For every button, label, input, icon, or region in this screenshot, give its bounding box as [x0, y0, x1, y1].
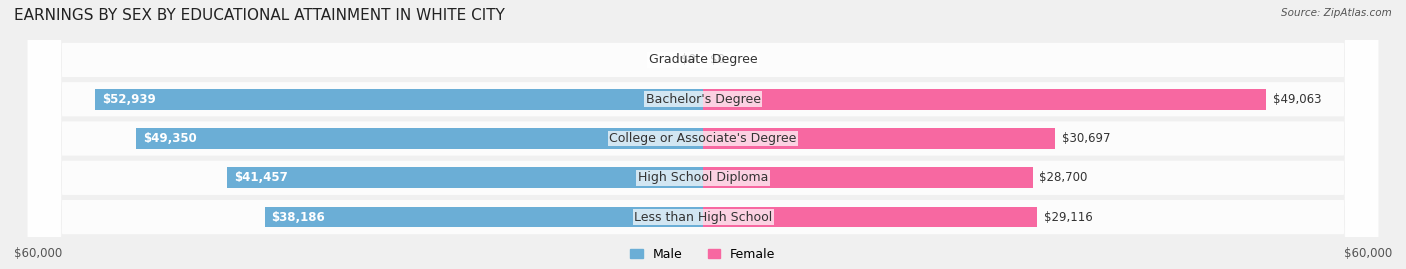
Bar: [703, 89, 1267, 109]
Bar: [703, 207, 1038, 227]
Text: Source: ZipAtlas.com: Source: ZipAtlas.com: [1281, 8, 1392, 18]
Text: $52,939: $52,939: [103, 93, 156, 106]
Text: College or Associate's Degree: College or Associate's Degree: [609, 132, 797, 145]
Text: $0: $0: [682, 54, 696, 66]
Legend: Male, Female: Male, Female: [626, 243, 780, 266]
Text: $60,000: $60,000: [14, 246, 62, 260]
Text: $30,697: $30,697: [1063, 132, 1111, 145]
FancyBboxPatch shape: [28, 0, 1378, 269]
Text: Graduate Degree: Graduate Degree: [648, 54, 758, 66]
Text: $29,116: $29,116: [1045, 211, 1092, 224]
Bar: [226, 168, 703, 188]
Text: $49,063: $49,063: [1274, 93, 1322, 106]
Text: $0: $0: [710, 54, 724, 66]
FancyBboxPatch shape: [28, 0, 1378, 269]
Text: Bachelor's Degree: Bachelor's Degree: [645, 93, 761, 106]
Text: EARNINGS BY SEX BY EDUCATIONAL ATTAINMENT IN WHITE CITY: EARNINGS BY SEX BY EDUCATIONAL ATTAINMEN…: [14, 8, 505, 23]
Bar: [264, 207, 703, 227]
FancyBboxPatch shape: [28, 0, 1378, 269]
Bar: [96, 89, 703, 109]
Text: $60,000: $60,000: [1344, 246, 1392, 260]
Bar: [703, 168, 1032, 188]
Bar: [136, 128, 703, 149]
Text: $38,186: $38,186: [271, 211, 325, 224]
Text: $41,457: $41,457: [233, 171, 288, 184]
Text: High School Diploma: High School Diploma: [638, 171, 768, 184]
Text: $49,350: $49,350: [143, 132, 197, 145]
Text: $28,700: $28,700: [1039, 171, 1088, 184]
Text: Less than High School: Less than High School: [634, 211, 772, 224]
FancyBboxPatch shape: [28, 0, 1378, 269]
Bar: [703, 128, 1056, 149]
FancyBboxPatch shape: [28, 0, 1378, 269]
